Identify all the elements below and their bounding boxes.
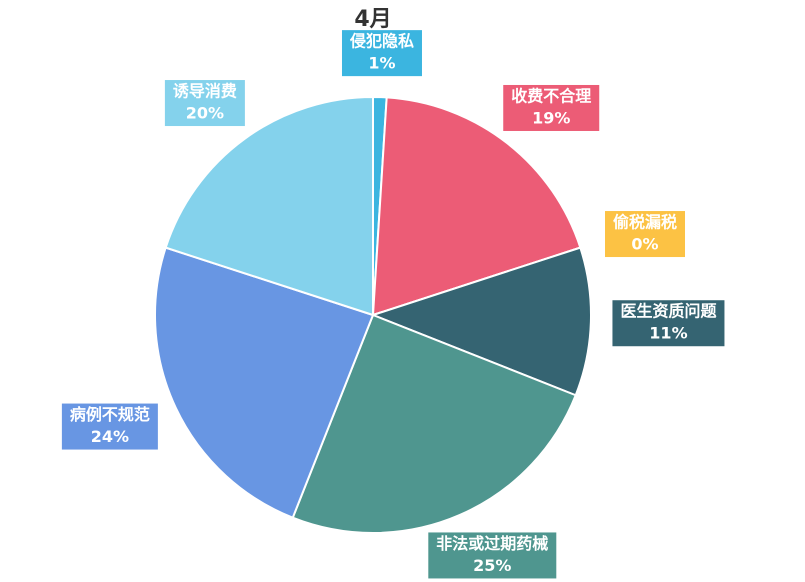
chart-title: 4月	[354, 7, 391, 32]
label-box	[341, 30, 422, 77]
value-label: 24%	[91, 427, 129, 446]
value-label: 25%	[473, 556, 511, 575]
pie-slice	[291, 313, 577, 534]
label-box	[164, 80, 245, 127]
slice-label: 诱导消费	[173, 82, 237, 101]
pie-slice	[154, 246, 375, 519]
label-box	[428, 532, 557, 579]
slice-label: 非法或过期药械	[436, 534, 548, 553]
label-box	[612, 300, 725, 347]
pie-slice	[370, 246, 592, 397]
value-label: 1%	[368, 54, 395, 73]
pie-slice	[371, 96, 582, 317]
pie-slice	[164, 95, 374, 317]
value-label: 11%	[649, 324, 687, 343]
slice-label: 偷税漏税	[613, 213, 677, 232]
slice-label: 医生资质问题	[620, 302, 717, 321]
label-box	[503, 84, 600, 131]
label-box	[61, 403, 158, 450]
slice-label: 侵犯隐私	[349, 32, 414, 51]
slice-label: 收费不合理	[511, 86, 591, 105]
value-label: 20%	[186, 104, 224, 123]
value-label: 19%	[532, 108, 570, 127]
slice-label: 病例不规范	[70, 405, 150, 424]
label-box	[605, 211, 686, 258]
value-label: 0%	[631, 235, 658, 254]
